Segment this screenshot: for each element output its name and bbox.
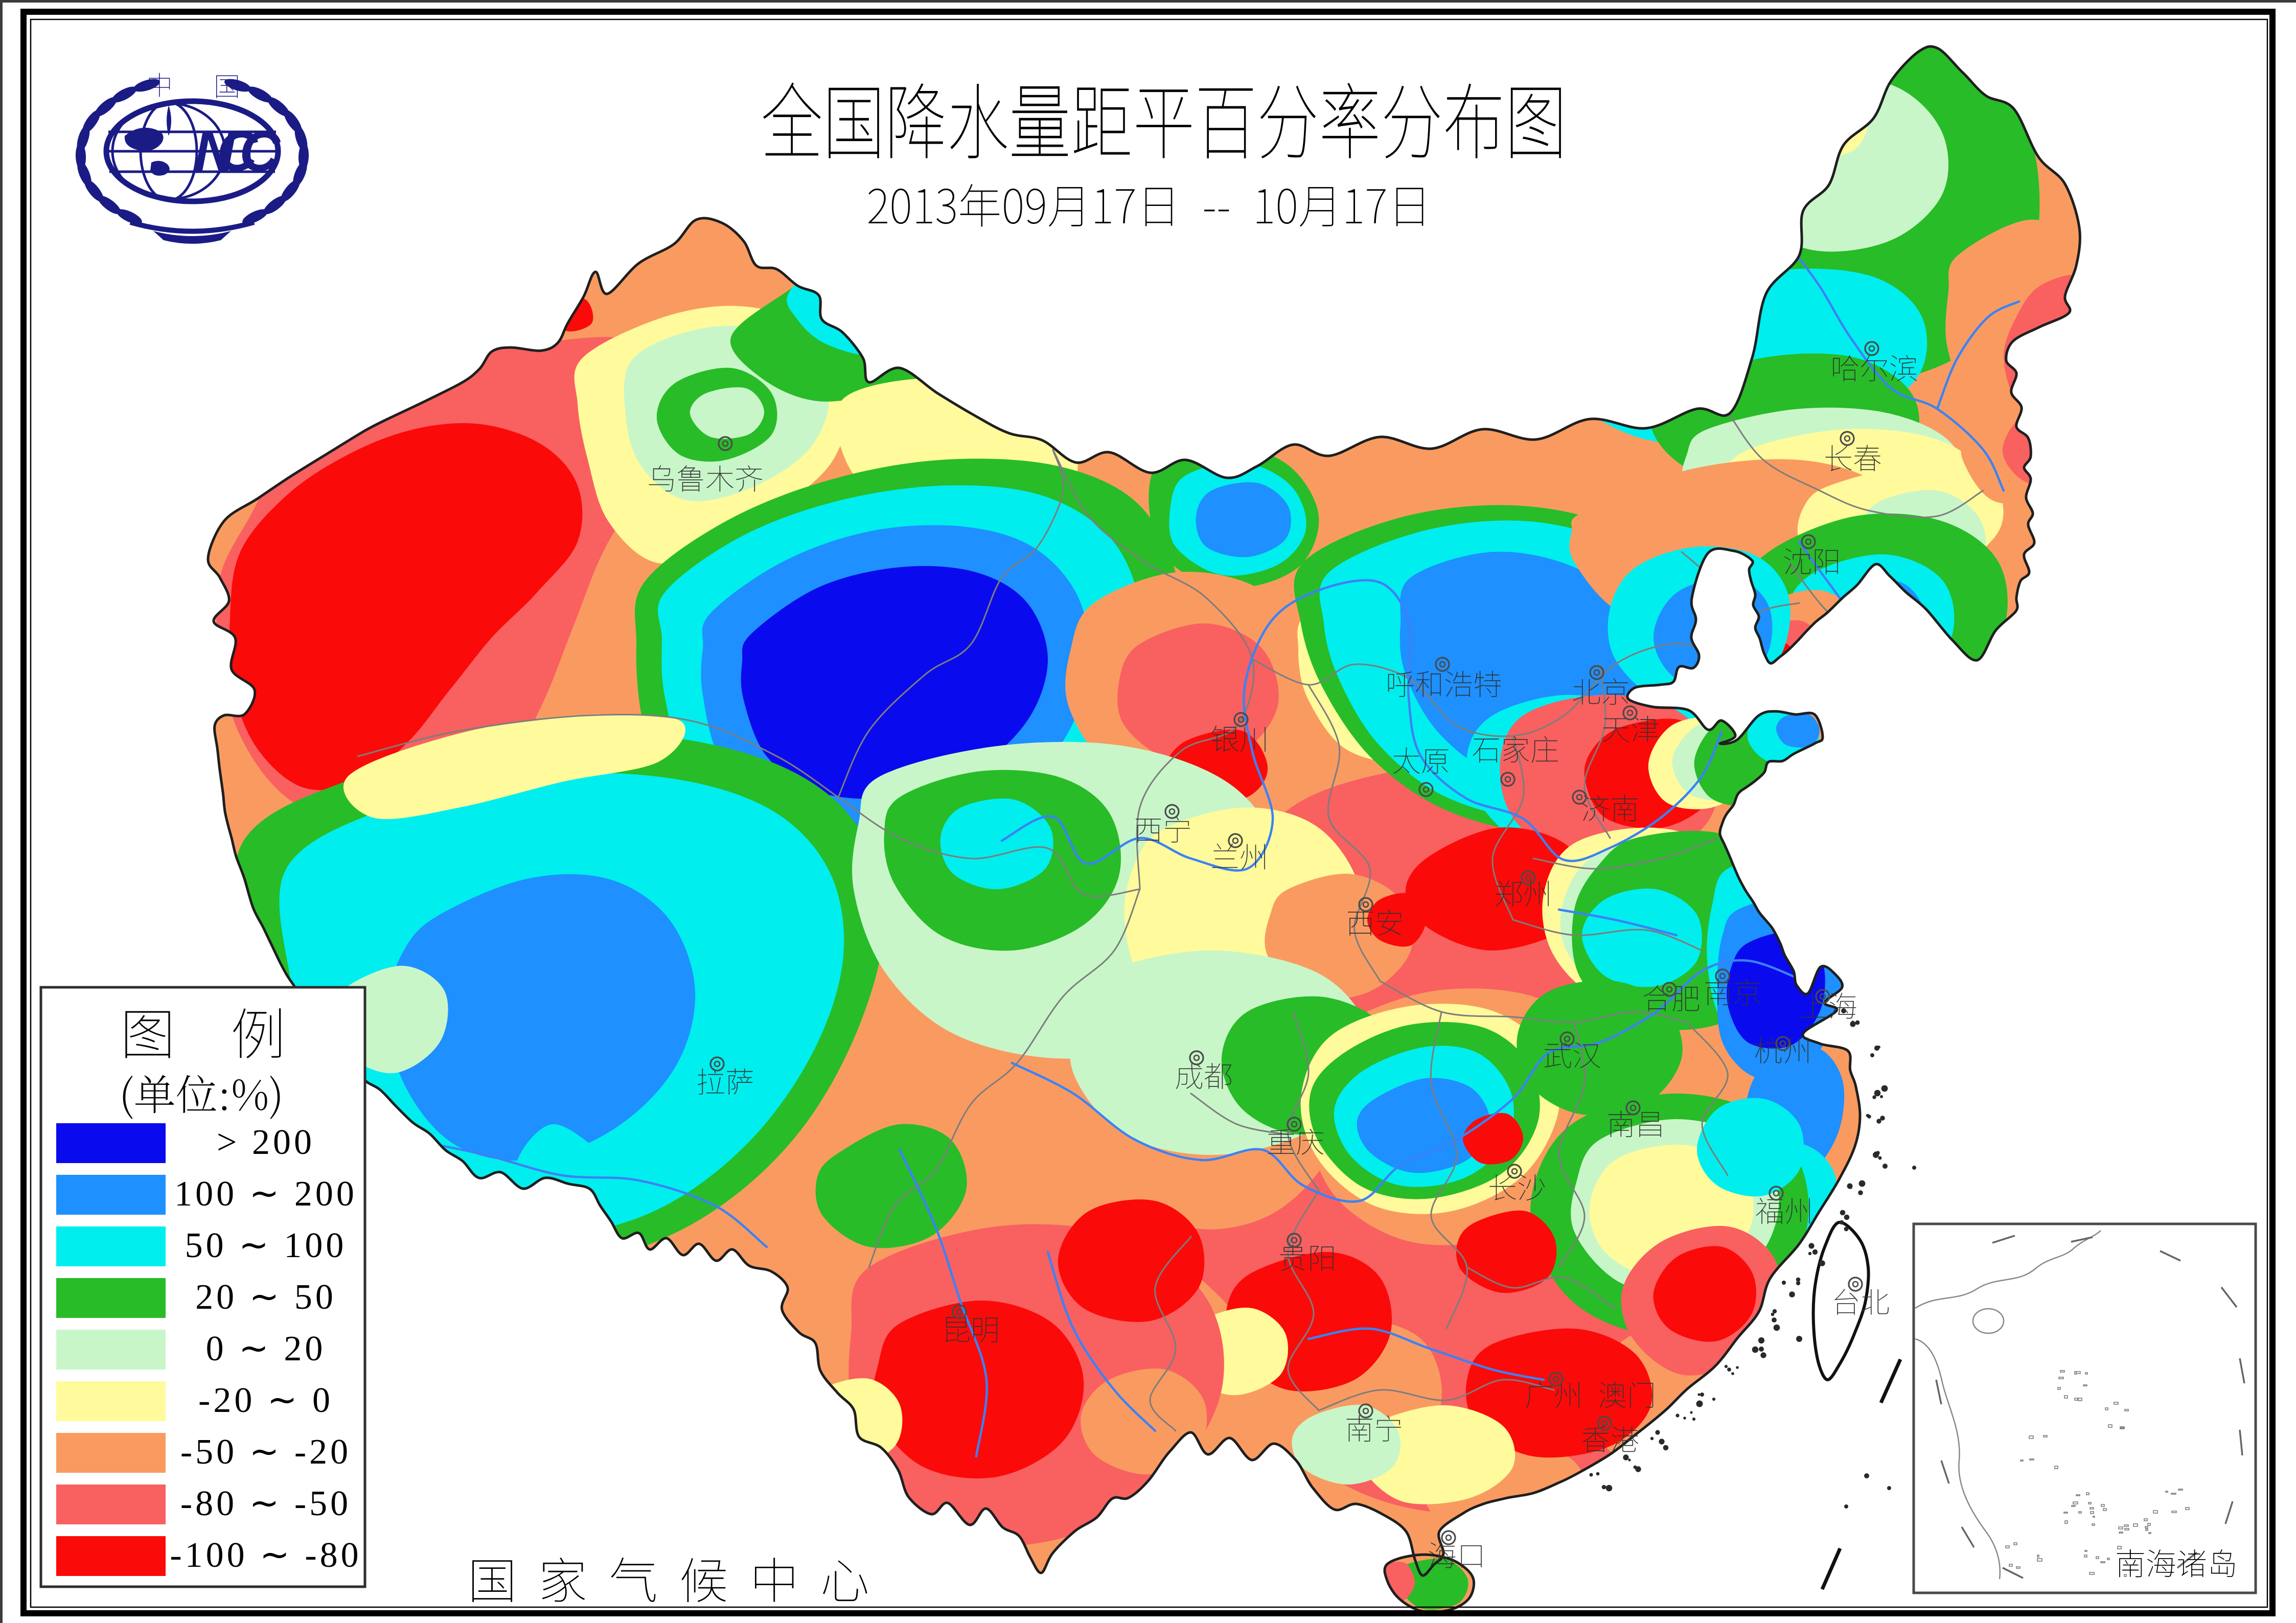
svg-text:-50 ∼ -20: -50 ∼ -20 bbox=[180, 1432, 351, 1472]
svg-text:NCC: NCC bbox=[194, 120, 281, 183]
svg-text:100 ∼ 200: 100 ∼ 200 bbox=[174, 1174, 357, 1214]
svg-text:0 ∼ 20: 0 ∼ 20 bbox=[206, 1329, 326, 1369]
svg-text:-20 ∼ 0: -20 ∼ 0 bbox=[198, 1381, 333, 1420]
svg-text:-80 ∼ -50: -80 ∼ -50 bbox=[180, 1484, 351, 1523]
svg-text:> 200: > 200 bbox=[217, 1123, 315, 1162]
svg-text:20 ∼ 50: 20 ∼ 50 bbox=[195, 1278, 336, 1317]
svg-text:-100 ∼ -80: -100 ∼ -80 bbox=[170, 1536, 361, 1575]
svg-text:50 ∼ 100: 50 ∼ 100 bbox=[185, 1226, 347, 1265]
